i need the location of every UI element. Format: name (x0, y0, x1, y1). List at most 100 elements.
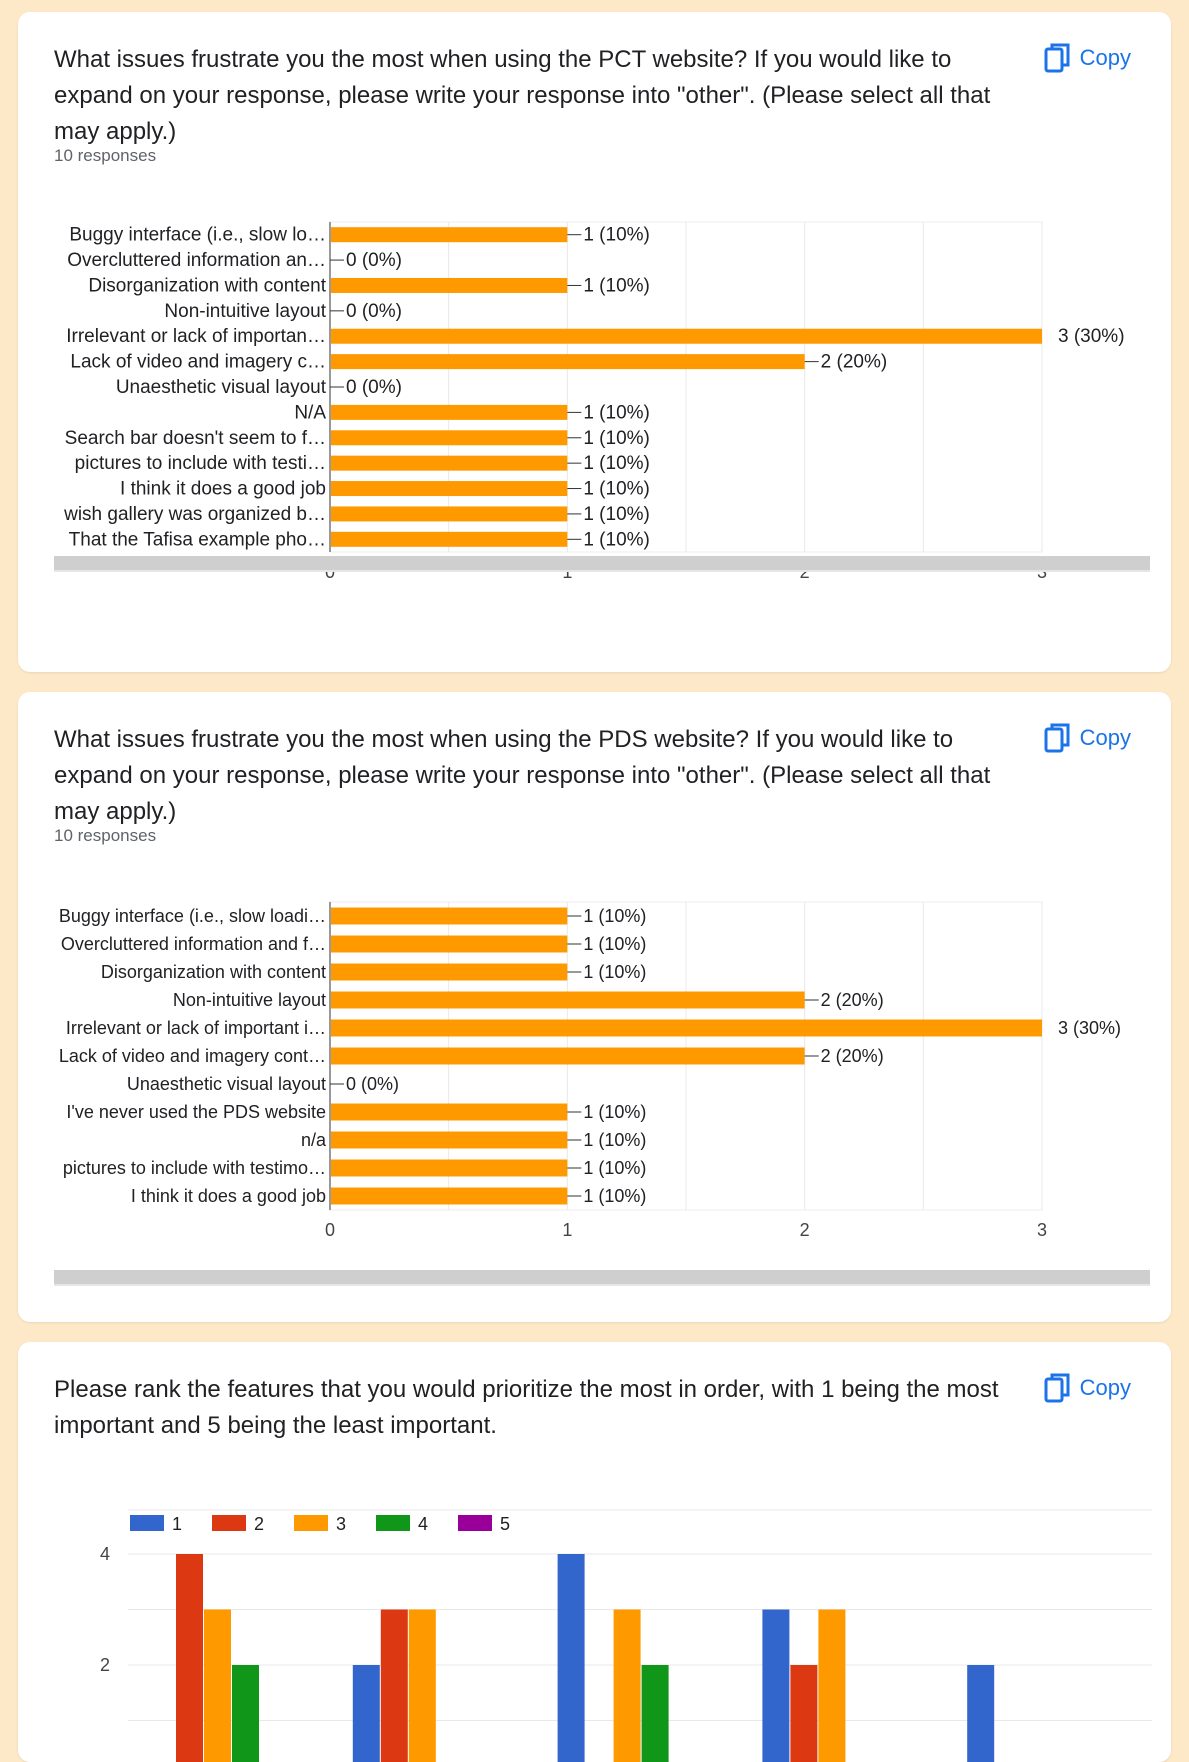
bar-chart-pct: Buggy interface (i.e., slow lo… 1 (10%) Ov… (18, 12, 1171, 612)
bar (331, 936, 567, 953)
bar (331, 481, 567, 496)
bar (967, 1665, 994, 1762)
data-label: 1 (10%) (583, 529, 650, 550)
bar (331, 430, 567, 445)
bar (331, 532, 567, 547)
bar (790, 1665, 817, 1762)
bar (204, 1610, 231, 1762)
data-label: 1 (10%) (583, 479, 650, 500)
bar (331, 506, 567, 521)
category-label: Non-intuitive layout (173, 990, 326, 1010)
data-label: 1 (10%) (583, 934, 646, 954)
bar (331, 1104, 567, 1121)
horizontal-scrollbar[interactable] (54, 1270, 1150, 1286)
bar (331, 1020, 1042, 1037)
bar (331, 1188, 567, 1205)
grouped-bar-chart-ranking: 1 2 3 4 5 2 4 (18, 1342, 1171, 1762)
bar (331, 329, 1042, 344)
category-label: That the Tafisa example pho… (69, 529, 326, 550)
category-label: Overcluttered information and f… (61, 934, 326, 954)
data-label: 1 (10%) (583, 402, 650, 423)
category-label: Disorganization with content (88, 275, 326, 296)
bar (232, 1665, 259, 1762)
data-label: 1 (10%) (583, 275, 650, 296)
y-tick-label: 4 (100, 1544, 110, 1564)
category-label: Search bar doesn't seem to f… (65, 428, 326, 449)
x-tick-label: 3 (1037, 1220, 1047, 1240)
bar-chart-pds: Buggy interface (i.e., slow loadi… 1 (10%… (18, 692, 1171, 1252)
category-label: Irrelevant or lack of important i… (66, 1018, 326, 1038)
legend-label: 1 (172, 1514, 182, 1534)
category-label: Buggy interface (i.e., slow loadi… (59, 906, 326, 926)
bar (331, 354, 805, 369)
bar (409, 1610, 436, 1762)
bar (331, 227, 567, 242)
category-label: Disorganization with content (101, 962, 326, 982)
category-label: Irrelevant or lack of importan… (66, 326, 326, 347)
horizontal-scrollbar[interactable] (54, 556, 1150, 572)
bar (331, 1048, 805, 1065)
bar (353, 1665, 380, 1762)
bar (331, 964, 567, 981)
category-label: pictures to include with testi… (75, 453, 326, 474)
legend-label: 5 (500, 1514, 510, 1534)
category-label: I think it does a good job (131, 1186, 326, 1206)
x-tick-label: 0 (325, 1220, 335, 1240)
category-label: pictures to include with testimo… (63, 1158, 326, 1178)
question-card-pct: What issues frustrate you the most when … (18, 12, 1171, 672)
question-card-pds: What issues frustrate you the most when … (18, 692, 1171, 1322)
data-label: 3 (30%) (1058, 1018, 1121, 1038)
bar (818, 1610, 845, 1762)
x-tick-label: 1 (562, 1220, 572, 1240)
category-label: Buggy interface (i.e., slow lo… (69, 225, 326, 246)
category-label: Non-intuitive layout (164, 301, 326, 322)
data-label: 2 (20%) (821, 352, 888, 373)
category-label: Unaesthetic visual layout (116, 377, 327, 398)
category-label: Unaesthetic visual layout (127, 1074, 326, 1094)
legend-label: 3 (336, 1514, 346, 1534)
data-label: 2 (20%) (821, 990, 884, 1010)
y-tick-label: 2 (100, 1655, 110, 1675)
data-label: 0 (0%) (346, 301, 402, 322)
data-label: 1 (10%) (583, 428, 650, 449)
bar (331, 908, 567, 925)
bar (381, 1610, 408, 1762)
question-card-ranking: Please rank the features that you would … (18, 1342, 1171, 1762)
data-label: 2 (20%) (821, 1046, 884, 1066)
data-label: 1 (10%) (583, 1102, 646, 1122)
data-label: 0 (0%) (346, 250, 402, 271)
data-label: 1 (10%) (583, 1186, 646, 1206)
bar (331, 278, 567, 293)
data-label: 3 (30%) (1058, 326, 1125, 347)
data-label: 1 (10%) (583, 1158, 646, 1178)
category-label: wish gallery was organized b… (63, 504, 326, 525)
bar (331, 456, 567, 471)
bar (331, 1132, 567, 1149)
bar (176, 1554, 203, 1762)
legend-swatch (376, 1515, 410, 1531)
legend-label: 2 (254, 1514, 264, 1534)
data-label: 1 (10%) (583, 962, 646, 982)
legend-label: 4 (418, 1514, 428, 1534)
data-label: 0 (0%) (346, 377, 402, 398)
x-tick-label: 2 (800, 1220, 810, 1240)
legend-swatch (212, 1515, 246, 1531)
legend-swatch (294, 1515, 328, 1531)
bar (762, 1610, 789, 1762)
category-label: I've never used the PDS website (66, 1102, 326, 1122)
bar (331, 405, 567, 420)
bar (558, 1554, 585, 1762)
data-label: 1 (10%) (583, 453, 650, 474)
bar (614, 1610, 641, 1762)
legend-swatch (130, 1515, 164, 1531)
data-label: 1 (10%) (583, 906, 646, 926)
category-label: N/A (294, 402, 326, 423)
category-label: Lack of video and imagery c… (70, 352, 326, 373)
data-label: 1 (10%) (583, 504, 650, 525)
bar (331, 992, 805, 1009)
data-label: 0 (0%) (346, 1074, 399, 1094)
category-label: Overcluttered information an… (67, 250, 326, 271)
category-label: I think it does a good job (120, 479, 326, 500)
legend-swatch (458, 1515, 492, 1531)
data-label: 1 (10%) (583, 225, 650, 246)
